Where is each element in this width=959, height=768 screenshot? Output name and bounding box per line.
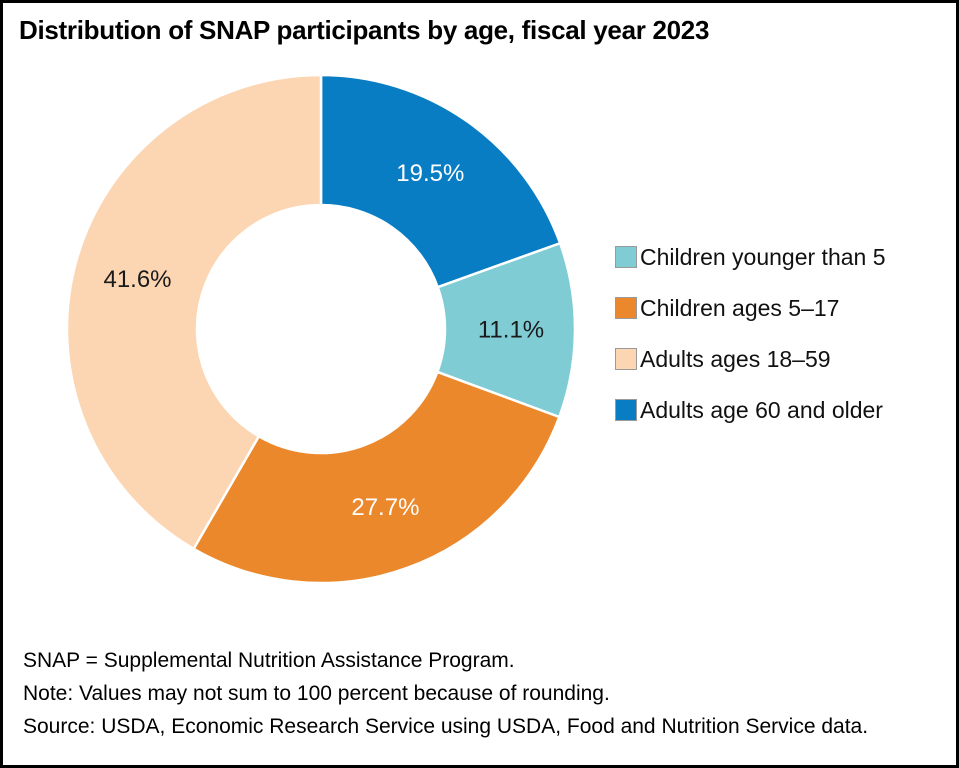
legend-item: Children younger than 5 [615, 244, 886, 270]
slice-value-label: 41.6% [103, 266, 171, 293]
legend-color-swatch [615, 297, 637, 319]
pie-slice-children-ages-5-17 [192, 370, 561, 585]
legend-item: Adults ages 18–59 [615, 346, 886, 372]
pie-slice-adults-ages-18-59 [65, 73, 323, 551]
slice-value-label: 27.7% [351, 494, 419, 521]
slice-value-label: 19.5% [396, 160, 464, 187]
legend-item: Adults age 60 and older [615, 397, 886, 423]
legend-item-label: Children ages 5–17 [640, 295, 840, 321]
chart-footnotes: SNAP = Supplemental Nutrition Assistance… [23, 644, 868, 743]
legend-color-swatch [615, 399, 637, 421]
legend-item-label: Adults ages 18–59 [640, 346, 831, 372]
footnote-rounding: Note: Values may not sum to 100 percent … [23, 682, 610, 705]
legend-item-label: Children younger than 5 [640, 244, 886, 270]
chart-title: Distribution of SNAP participants by age… [19, 15, 710, 45]
legend-color-swatch [615, 348, 637, 370]
legend-color-swatch [615, 246, 637, 268]
footnote-abbreviation: SNAP = Supplemental Nutrition Assistance… [23, 649, 515, 672]
legend-item: Children ages 5–17 [615, 295, 886, 321]
footnote-source: Source: USDA, Economic Research Service … [23, 715, 869, 738]
chart-legend: Children younger than 5 Children ages 5–… [615, 244, 886, 423]
slice-value-label: 11.1% [478, 316, 544, 343]
legend-item-label: Adults age 60 and older [640, 397, 883, 423]
donut-chart: 19.5% 11.1% 27.7% 41.6% [65, 73, 577, 585]
pie-slice-adults-age-60-and-older [319, 73, 562, 289]
